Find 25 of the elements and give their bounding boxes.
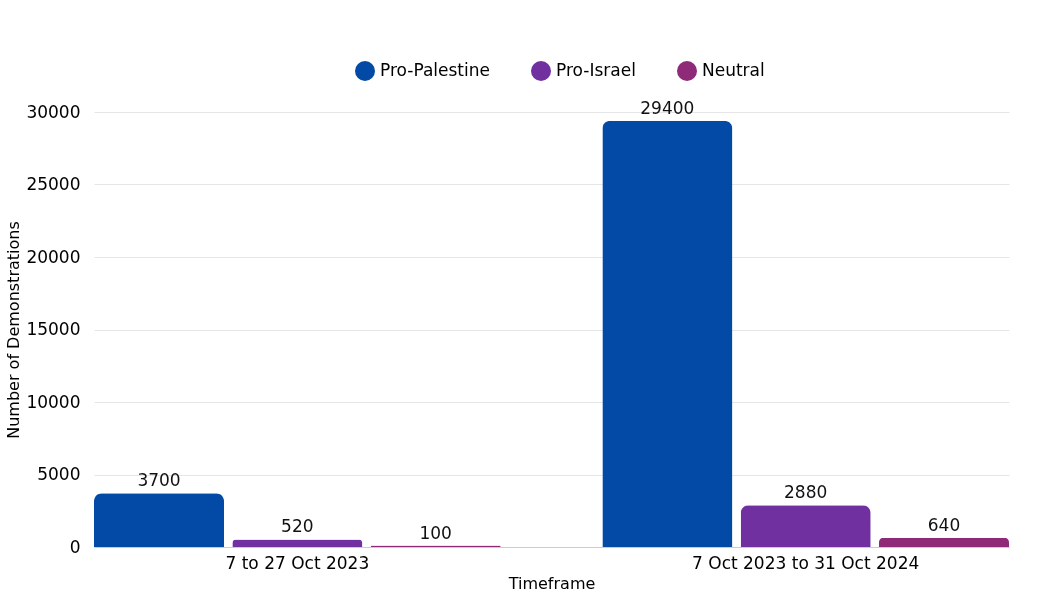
- data-label: 29400: [640, 97, 695, 118]
- bar: [878, 537, 1009, 547]
- y-tick-label: 15000: [26, 319, 81, 339]
- x-tick-label: 7 to 27 Oct 2023: [225, 552, 370, 573]
- bar: [602, 120, 733, 547]
- data-label: 520: [281, 516, 314, 537]
- y-tick-label: 30000: [26, 101, 81, 122]
- x-tick-label: 7 Oct 2023 to 31 Oct 2024: [692, 552, 920, 573]
- y-tick-label: 5000: [37, 464, 81, 484]
- data-label: 100: [419, 522, 452, 543]
- legend-label: Neutral: [702, 60, 765, 80]
- y-tick-label: 25000: [26, 174, 81, 194]
- bar: [232, 539, 363, 547]
- y-tick-label: 0: [69, 536, 81, 557]
- x-axis-title: Timeframe: [507, 573, 596, 593]
- bar: [94, 493, 225, 547]
- data-label: 3700: [137, 470, 181, 491]
- y-tick-label: 20000: [26, 246, 81, 267]
- data-label: 2880: [784, 482, 828, 503]
- legend-label: Pro-Palestine: [380, 60, 490, 80]
- y-axis-title: Number of Demonstrations: [4, 221, 24, 439]
- y-tick-label: 10000: [26, 391, 81, 412]
- data-label: 640: [927, 514, 961, 535]
- legend-label: Pro-Israel: [556, 60, 636, 80]
- bar: [740, 505, 871, 547]
